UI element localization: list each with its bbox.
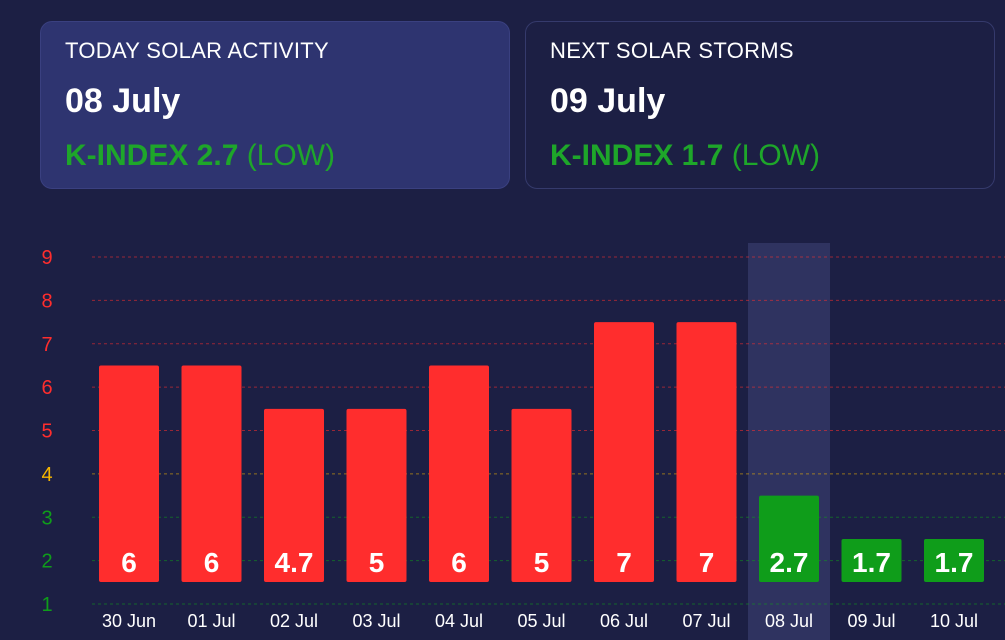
bar-value-label: 6: [451, 547, 467, 578]
x-tick-label: 07 Jul: [682, 611, 730, 631]
bar: [511, 408, 572, 582]
bar-value-label: 2.7: [770, 547, 809, 578]
y-tick-label: 8: [41, 290, 52, 312]
today-card-title: TODAY SOLAR ACTIVITY: [65, 38, 329, 63]
x-tick-label: 02 Jul: [270, 611, 318, 631]
y-tick-label: 1: [41, 594, 52, 616]
y-tick-label: 5: [41, 421, 52, 443]
bar: [346, 408, 407, 582]
kindex-bar-chart: 1 2 3 4 5 6 7 8 9 6 30 Jun 6 01 Jul 4.7 02 Jul 5 03 Jul 6…: [41, 243, 1005, 640]
today-kindex: K-INDEX 2.7 (LOW): [65, 139, 485, 173]
x-tick-label: 05 Jul: [517, 611, 565, 631]
bar: [676, 322, 737, 582]
bar-value-label: 1.7: [852, 547, 891, 578]
next-card-date: 09 July: [550, 82, 666, 120]
bar: [99, 365, 159, 582]
next-kindex: K-INDEX 1.7 (LOW): [550, 139, 970, 173]
y-tick-label: 9: [41, 247, 52, 269]
bar-value-label: 4.7: [275, 547, 314, 578]
x-tick-label: 06 Jul: [600, 611, 648, 631]
y-tick-label: 2: [41, 551, 52, 573]
today-card-date: 08 July: [65, 82, 181, 120]
bar: [429, 365, 489, 582]
x-tick-label: 09 Jul: [847, 611, 895, 631]
bar-value-label: 7: [699, 547, 715, 578]
bar-value-label: 5: [369, 547, 385, 578]
y-tick-label: 6: [41, 377, 52, 399]
bar: [841, 538, 902, 582]
bar: [264, 408, 324, 582]
x-tick-label: 08 Jul: [765, 611, 813, 631]
bar-value-label: 6: [204, 547, 220, 578]
next-storms-card: NEXT SOLAR STORMS 09 July K-INDEX 1.7 (L…: [525, 21, 995, 189]
bar: [594, 322, 654, 582]
bar: [924, 538, 984, 582]
bar-value-label: 1.7: [935, 547, 974, 578]
bar: [181, 365, 242, 582]
x-tick-label: 04 Jul: [435, 611, 483, 631]
today-kindex-level: (LOW): [246, 139, 336, 172]
x-tick-label: 30 Jun: [102, 611, 156, 631]
bar-value-label: 7: [616, 547, 632, 578]
next-kindex-value: K-INDEX 1.7: [550, 139, 724, 172]
today-kindex-value: K-INDEX 2.7: [65, 139, 239, 172]
x-tick-label: 01 Jul: [187, 611, 235, 631]
bar-value-label: 5: [534, 547, 550, 578]
y-tick-label: 7: [41, 334, 52, 356]
x-tick-label: 10 Jul: [930, 611, 978, 631]
x-tick-label: 03 Jul: [352, 611, 400, 631]
y-tick-label: 3: [41, 507, 52, 529]
next-kindex-level: (LOW): [731, 139, 821, 172]
next-card-title: NEXT SOLAR STORMS: [550, 38, 794, 63]
y-tick-label: 4: [41, 464, 52, 486]
bar-value-label: 6: [121, 547, 137, 578]
today-activity-card: TODAY SOLAR ACTIVITY 08 July K-INDEX 2.7…: [40, 21, 510, 189]
bar: [759, 495, 819, 582]
